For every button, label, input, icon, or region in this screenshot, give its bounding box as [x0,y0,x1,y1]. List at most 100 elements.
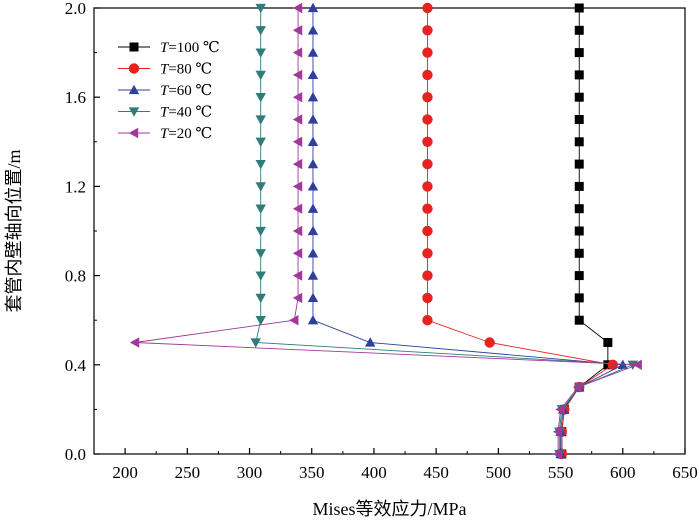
data-point [292,292,303,304]
data-point [574,48,584,58]
x-tick-label: 650 [672,463,698,482]
legend-label: T=100 ℃ [160,40,220,56]
data-point [574,3,584,13]
series-layer [129,2,642,460]
data-point [255,271,266,281]
data-point [422,158,433,170]
data-point [307,158,319,169]
data-point [307,181,319,191]
legend-label: T=40 ℃ [160,105,212,121]
data-point [292,69,303,81]
data-point [484,337,495,348]
data-point [574,92,584,102]
data-point [292,114,303,125]
data-point [307,69,319,80]
data-point [552,448,563,460]
data-point [292,2,303,14]
data-point [255,204,266,214]
legend-variable: T [160,40,170,56]
data-point [574,204,584,214]
x-tick-label: 450 [423,463,449,482]
data-point [574,115,584,124]
y-axis-title: 套管内壁轴向位置/m [4,149,24,312]
data-point [292,225,303,237]
data-point [255,137,266,147]
data-point [307,225,319,236]
legend-item: T=60 ℃ [118,83,212,99]
data-point [255,115,266,125]
legend-marker [128,107,140,117]
legend-marker [128,84,140,95]
x-axis-title: Mises等效应力/MPa [312,499,466,519]
data-point [422,181,433,192]
data-point [574,181,584,191]
data-point [255,226,266,237]
legend-item: T=80 ℃ [118,62,212,78]
data-point [307,315,319,325]
x-tick-label: 500 [486,463,512,482]
data-point [292,203,303,214]
series-5 [129,2,642,460]
legend-marker [128,63,140,74]
data-point [574,159,584,169]
legend-value: =60 ℃ [168,83,212,99]
data-point [255,249,266,259]
data-point [255,316,266,326]
data-point [250,338,261,348]
legend-label: T=20 ℃ [160,126,212,142]
data-point [422,270,433,281]
data-point [574,70,584,80]
data-point [255,3,266,14]
legend-item: T=20 ℃ [118,126,212,142]
data-point [255,93,266,103]
data-point [292,47,303,58]
data-point [255,70,266,81]
data-point [292,270,303,281]
data-point [307,47,319,57]
x-tick-label: 350 [299,463,325,482]
data-point [307,114,319,124]
data-point [307,270,319,280]
legend-item: T=40 ℃ [118,105,212,121]
y-tick-label: 1.2 [65,177,86,196]
data-point [307,292,319,303]
data-point [574,315,584,325]
data-point [307,136,319,146]
data-point [292,25,303,36]
data-point [574,226,584,236]
data-point [574,271,584,281]
y-tick-label: 1.6 [65,88,86,107]
legend: T=100 ℃T=80 ℃T=60 ℃T=40 ℃T=20 ℃ [118,40,220,142]
data-point [422,225,433,237]
data-point [574,293,584,303]
x-tick-label: 300 [237,463,263,482]
data-point [574,25,584,35]
legend-label: T=60 ℃ [160,83,212,99]
legend-label: T=80 ℃ [160,62,212,78]
data-point [307,2,319,13]
data-point [552,426,563,437]
legend-marker [129,42,139,52]
data-point [632,359,642,370]
data-point [255,159,266,170]
data-point [255,26,266,36]
data-point [574,137,584,147]
data-point [292,181,303,192]
data-point [572,381,583,393]
legend-value: =100 ℃ [168,40,220,56]
data-point [255,48,266,58]
x-tick-label: 200 [112,463,138,482]
data-point [422,47,433,58]
data-point [307,203,319,213]
data-point [292,248,303,259]
plot-area [93,7,686,455]
data-point [422,69,433,81]
data-point [607,359,619,370]
y-tick-label: 0.4 [65,356,87,375]
data-point [307,25,319,35]
data-point [422,2,433,14]
x-tick-label: 600 [610,463,636,482]
data-point [627,360,638,370]
legend-item: T=100 ℃ [118,40,220,56]
data-point [129,337,140,348]
